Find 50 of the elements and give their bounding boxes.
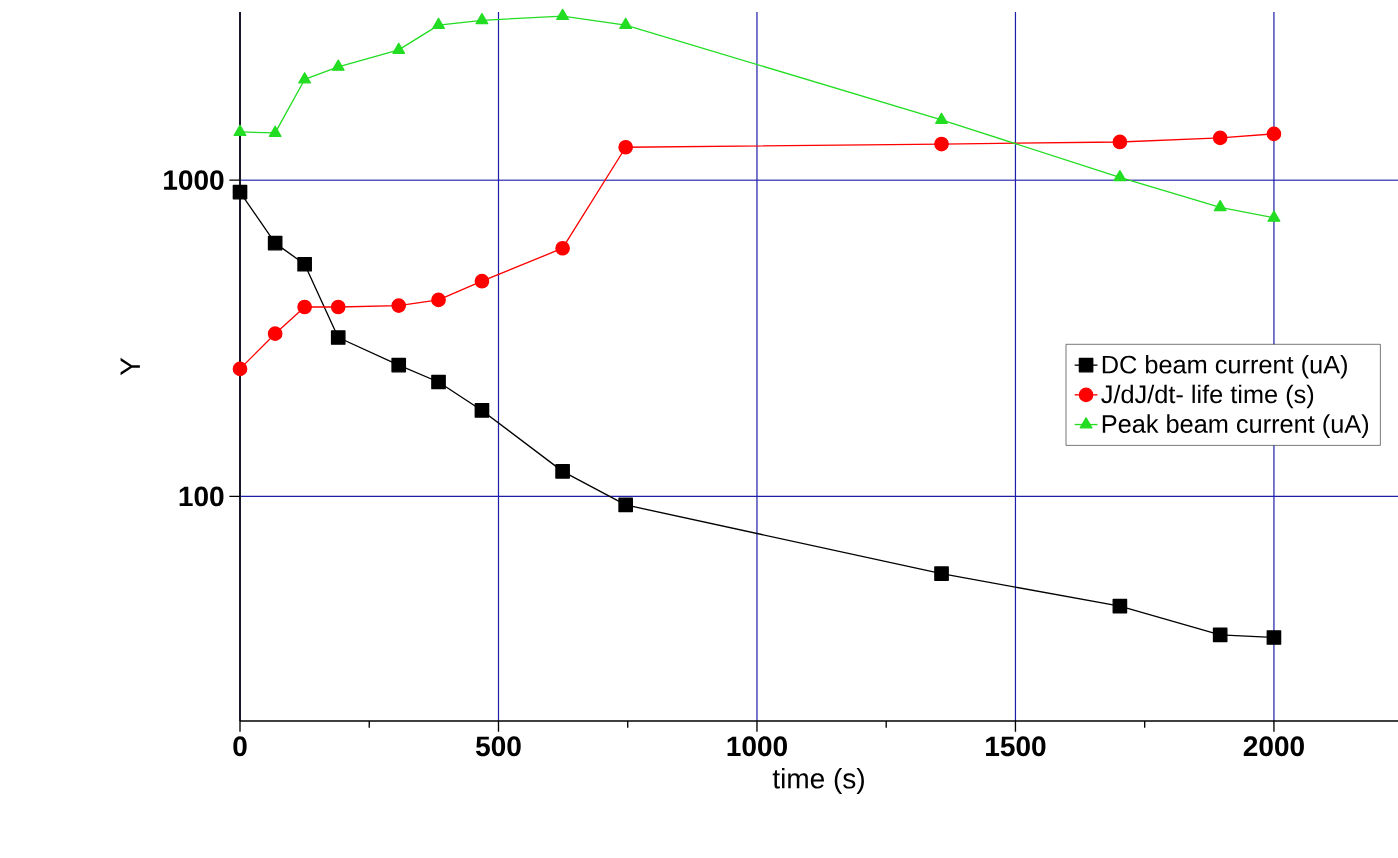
point: [1212, 130, 1228, 146]
point: [297, 299, 312, 315]
point: [391, 298, 407, 313]
point: [474, 273, 490, 289]
point: [330, 299, 346, 315]
point: [1267, 210, 1281, 222]
point: [555, 240, 570, 256]
y-axis-title: Y: [120, 357, 140, 376]
legend-label: DC beam current (uA): [1102, 354, 1347, 379]
point: [431, 292, 446, 308]
point: [391, 357, 407, 373]
point: [267, 326, 283, 341]
point: [475, 12, 489, 25]
point: [298, 72, 312, 84]
legend-label: J/dJ/dt- life time (s): [1101, 384, 1314, 409]
point: [232, 184, 248, 200]
point: [556, 8, 570, 21]
point: [233, 124, 247, 136]
point: [431, 374, 446, 390]
point: [935, 112, 948, 124]
x-tick-label: 1500: [986, 736, 1046, 757]
point: [1266, 630, 1282, 645]
x-axis-title: time (s): [772, 768, 864, 795]
point: [1112, 598, 1128, 614]
point: [1213, 200, 1227, 212]
point: [1112, 134, 1128, 150]
point: [331, 59, 345, 71]
point: [618, 139, 633, 155]
point: [618, 497, 633, 513]
point: [619, 17, 633, 30]
point: [934, 136, 949, 152]
point: [432, 17, 445, 30]
point: [1266, 126, 1282, 142]
point: [330, 330, 346, 345]
point: [1212, 627, 1228, 643]
x-tick-label: 0: [233, 736, 247, 757]
point: [474, 403, 490, 418]
point: [1113, 170, 1127, 182]
point: [934, 566, 949, 581]
point: [268, 125, 282, 137]
x-tick-label: 1000: [727, 736, 787, 757]
x-tick-label: 500: [475, 736, 521, 757]
point: [267, 235, 283, 251]
y-tick-label: 100: [179, 486, 224, 507]
legend-label: Peak beam current (uA): [1102, 414, 1369, 438]
x-tick-label: 2000: [1243, 736, 1304, 757]
point: [297, 256, 312, 272]
point: [555, 464, 570, 479]
point: [392, 42, 406, 54]
point: [232, 361, 248, 377]
